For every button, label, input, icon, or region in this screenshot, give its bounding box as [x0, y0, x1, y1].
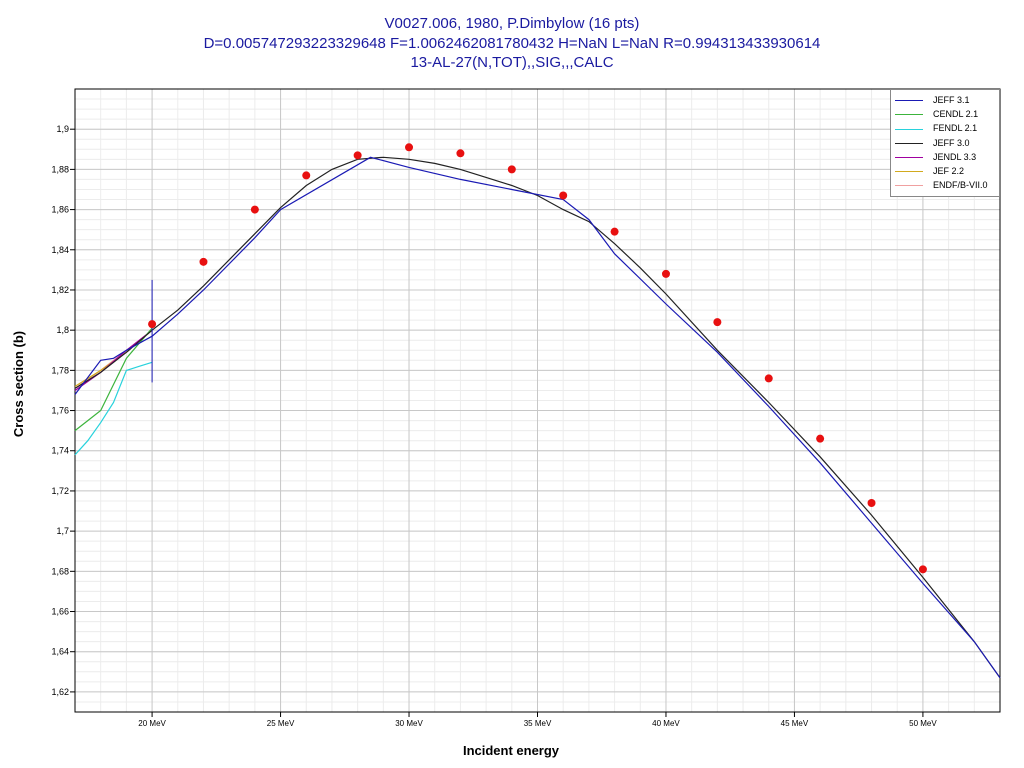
y-tick-label: 1,84	[51, 245, 69, 255]
experimental-point	[199, 257, 208, 266]
legend-label: JEF 2.2	[933, 166, 965, 176]
chart-legend: JEFF 3.1 CENDL 2.1 FENDL 2.1 JEFF 3.0 JENDL …	[890, 89, 1000, 197]
y-tick-label: 1,74	[51, 446, 69, 456]
x-tick-label: 45 MeV	[781, 719, 809, 728]
experimental-point	[405, 143, 414, 152]
legend-swatch	[895, 100, 923, 102]
y-axis-ticks: 1,62 1,64 1,66 1,68 1,7 1,72 1,74 1,76 1,78 1,8 1,…	[51, 124, 75, 697]
experimental-point	[250, 205, 259, 214]
experimental-point	[353, 151, 362, 160]
legend-swatch	[895, 128, 923, 130]
legend-label: CENDL 2.1	[933, 109, 979, 120]
series-line-jendl-3-3	[74, 329, 153, 391]
series-line-jeff-3-1	[74, 156, 1001, 679]
chart-grid	[74, 88, 1001, 713]
legend-item: JEF 2.2	[895, 166, 964, 180]
legend-item: JEFF 3.1	[895, 95, 970, 109]
experimental-point	[918, 565, 927, 574]
experimental-point	[816, 434, 825, 443]
legend-item: FENDL 2.1	[895, 123, 977, 137]
y-tick-label: 1,68	[51, 566, 69, 576]
experimental-point	[148, 320, 157, 329]
legend-swatch	[895, 156, 923, 158]
y-tick-label: 1,64	[51, 647, 69, 657]
chart-title-line-1: V0027.006, 1980, P.Dimbylow (16 pts)	[384, 15, 640, 32]
y-tick-label: 1,7	[56, 526, 69, 536]
legend-item: ENDF/B-VII.0	[895, 180, 988, 194]
legend-label: FENDL 2.1	[933, 123, 978, 134]
series-line-cendl-2-1	[74, 327, 153, 432]
experimental-point	[559, 191, 568, 200]
y-tick-label: 1,86	[51, 205, 69, 215]
experimental-point	[302, 171, 311, 180]
y-tick-label: 1,8	[56, 325, 69, 335]
y-tick-label: 1,9	[56, 124, 69, 134]
experimental-point	[661, 269, 670, 278]
y-tick-label: 1,78	[51, 365, 69, 375]
x-axis-label: Incident energy	[463, 743, 560, 758]
chart-series	[74, 156, 1001, 679]
legend-swatch	[895, 185, 923, 187]
x-tick-label: 50 MeV	[909, 719, 937, 728]
x-tick-label: 40 MeV	[652, 719, 680, 728]
chart-title-line-3: 13-AL-27(N,TOT),,SIG,,,CALC	[410, 54, 614, 71]
x-tick-label: 30 MeV	[395, 719, 423, 728]
legend-label: JENDL 3.3	[933, 151, 977, 162]
y-tick-label: 1,76	[51, 406, 69, 416]
experimental-point	[867, 498, 876, 507]
legend-swatch	[895, 171, 923, 173]
experimental-point	[764, 374, 773, 383]
x-tick-label: 20 MeV	[138, 719, 166, 728]
legend-swatch	[895, 114, 923, 116]
legend-label: JEFF 3.0	[933, 137, 970, 148]
series-line-fendl-2-1	[74, 361, 153, 456]
experimental-points	[148, 143, 927, 574]
legend-item: JENDL 3.3	[895, 152, 976, 166]
experimental-point	[456, 149, 465, 158]
x-tick-label: 25 MeV	[267, 719, 295, 728]
y-tick-label: 1,82	[51, 285, 69, 295]
y-tick-label: 1,88	[51, 164, 69, 174]
y-tick-label: 1,62	[51, 687, 69, 697]
y-tick-label: 1,72	[51, 486, 69, 496]
legend-swatch	[895, 142, 923, 144]
legend-item: CENDL 2.1	[895, 109, 978, 123]
x-axis-ticks: 20 MeV 25 MeV 30 MeV 35 MeV 40 MeV 45 MeV 50 M…	[138, 712, 937, 728]
legend-item: JEFF 3.0	[895, 138, 970, 152]
series-line-jeff-3-0	[74, 156, 1001, 679]
x-tick-label: 35 MeV	[524, 719, 552, 728]
y-axis-label: Cross section (b)	[11, 331, 26, 437]
experimental-point	[507, 165, 516, 174]
chart-title-line-2: D=0.005747293223329648 F=1.0062462081780…	[203, 35, 821, 52]
experimental-point	[713, 318, 722, 327]
legend-label: JEFF 3.1	[933, 95, 970, 105]
y-tick-label: 1,66	[51, 607, 69, 617]
experimental-point	[610, 227, 619, 236]
legend-label: ENDF/B-VII.0	[933, 180, 988, 191]
